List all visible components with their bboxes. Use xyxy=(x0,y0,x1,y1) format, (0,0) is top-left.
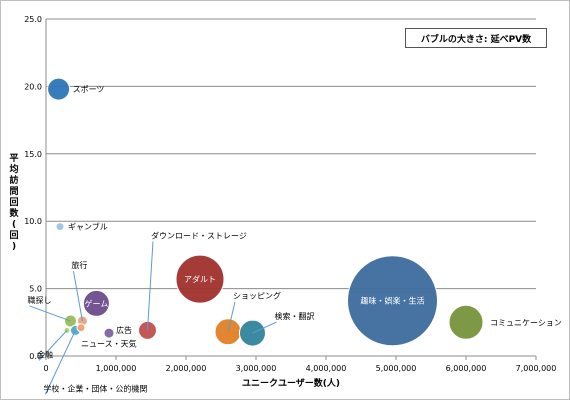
bubble xyxy=(82,289,110,317)
bubble-label: 金融 xyxy=(37,349,53,359)
x-tick-label: 0 xyxy=(43,364,48,373)
x-tick-label: 6,000,000 xyxy=(446,364,487,373)
x-tick-label: 1,000,000 xyxy=(96,364,137,373)
leader-line xyxy=(72,270,83,322)
y-tick-label: 5.0 xyxy=(29,285,42,294)
leader-line xyxy=(227,301,236,332)
bubble xyxy=(76,323,86,333)
bubble-label: 職探し xyxy=(28,295,52,305)
bubble xyxy=(55,222,65,232)
x-tick-label: 5,000,000 xyxy=(376,364,417,373)
bubble-label: ショッピング xyxy=(233,291,281,301)
leader-line xyxy=(29,305,71,322)
bubble-label: ゲーム xyxy=(85,298,109,308)
bubble-label: 広告 xyxy=(116,325,132,335)
bubble-label: 検索・翻訳 xyxy=(275,311,315,321)
y-tick-label: 25.0 xyxy=(24,15,42,24)
x-tick-label: 4,000,000 xyxy=(306,364,347,373)
y-tick-label: 15.0 xyxy=(24,150,42,159)
bubble xyxy=(175,254,225,304)
bubble-label: スポーツ xyxy=(73,85,105,94)
bubble-label: ニュース・天気 xyxy=(81,339,137,349)
bubble-label: 旅行 xyxy=(71,260,87,270)
x-tick-label: 7,000,000 xyxy=(516,364,557,373)
leader-line xyxy=(44,330,76,395)
x-tick-label: 3,000,000 xyxy=(236,364,277,373)
bubble xyxy=(103,327,115,339)
y-tick-label: 0.0 xyxy=(29,352,42,361)
x-tick-label: 2,000,000 xyxy=(166,364,207,373)
bubble-label: 学校・企業・団体・公的機関 xyxy=(43,383,147,393)
bubble xyxy=(47,77,71,101)
leader-line xyxy=(38,330,68,361)
leader-line xyxy=(147,241,154,331)
bubble xyxy=(347,255,438,347)
bubble-size-note: バブルの大きさ: 延べPV数 xyxy=(405,28,547,48)
bubble-label: ギャンブル xyxy=(68,222,108,232)
bubble-label: コミュニケーション xyxy=(490,318,562,327)
leader-line xyxy=(252,321,277,334)
y-tick-label: 10.0 xyxy=(24,217,42,226)
bubble-label: 趣味・娯楽・生活 xyxy=(361,296,425,306)
bubble-label: ダウンロード・ストレージ xyxy=(151,230,247,240)
bubble-label: アダルト xyxy=(184,274,216,284)
x-axis-title: ユニークユーザー数(人) xyxy=(242,377,340,389)
y-tick-label: 20.0 xyxy=(24,82,42,91)
y-axis-title: 平均訪問回数(回) xyxy=(9,153,19,252)
bubble xyxy=(448,304,484,340)
